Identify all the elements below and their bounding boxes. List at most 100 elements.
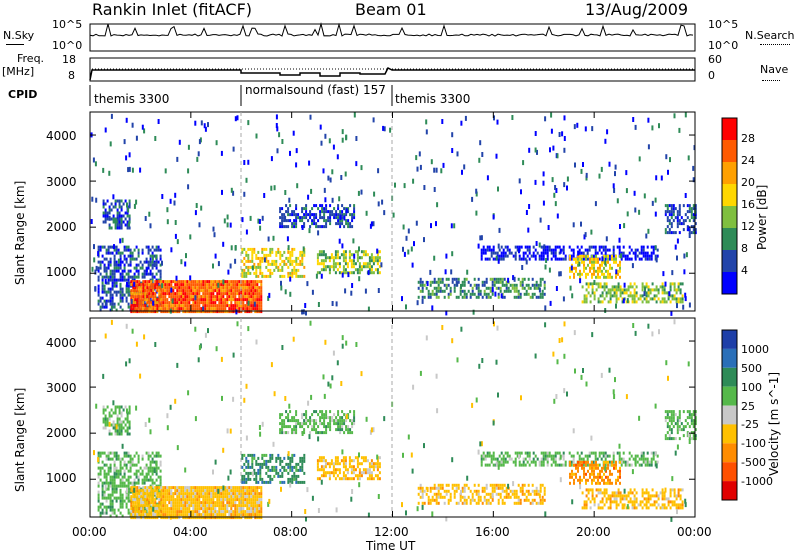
echo-cell [131,463,134,467]
echo-cell [141,272,144,276]
echo-cell [451,280,454,284]
echo-cell [210,286,213,290]
echo-cell [259,262,262,266]
echo-cell [230,280,233,284]
echo-cell [284,190,287,195]
echo-cell [194,295,197,301]
echo-cell [586,248,589,252]
echo-cell [519,292,522,296]
echo-cell [295,148,298,154]
echo-cell [617,269,619,273]
echo-cell [166,298,169,302]
echo-cell [661,300,664,304]
echo-cell [115,290,118,294]
echo-cell [210,510,213,514]
echo-cell [170,295,173,299]
echo-cell [139,266,142,270]
echo-cell [317,230,320,236]
echo-cell [146,516,149,520]
echo-cell [242,510,245,514]
echo-cell [527,292,530,296]
echo-cell [101,296,104,300]
echo-cell [121,290,124,294]
echo-cell [103,290,106,294]
echo-cell [550,248,553,252]
echo-cell [104,202,107,206]
echo-cell [534,147,537,153]
echo-cell [168,513,171,517]
echo-cell [131,254,134,258]
echo-cell [297,262,300,266]
echo-cell [295,222,298,226]
echo-cell [493,277,496,281]
echo-cell [174,304,177,308]
echo-cell [137,275,140,279]
echo-cell [156,495,159,499]
echo-cell [108,429,111,433]
echo-cell [327,416,330,420]
echo-cell [256,504,259,508]
echo-cell [212,263,214,269]
echo-cell [453,289,456,293]
echo-cell [164,507,167,511]
echo-cell [548,245,551,249]
echo-cell [160,295,163,299]
echo-cell [125,272,128,276]
echo-cell [558,257,561,261]
echo-cell [322,168,325,174]
echo-cell [243,468,246,472]
echo-cell [244,489,247,493]
echo-cell [137,254,140,258]
echo-cell [437,501,440,505]
echo-cell [546,245,549,249]
echo-cell [368,259,371,263]
echo-cell [176,495,179,499]
echo-cell [366,459,369,463]
echo-cell [124,217,127,221]
echo-cell [104,420,107,424]
echo-cell [162,304,165,308]
echo-cell [151,472,154,476]
echo-cell [260,498,263,502]
echo-cell [113,254,116,258]
echo-cell [113,472,116,476]
echo-cell [275,123,278,128]
echo-cell [374,462,377,466]
echo-cell [303,216,306,220]
echo-cell [134,501,137,505]
echo-cell [154,301,157,305]
echo-cell [174,486,177,490]
echo-cell [143,466,146,470]
echo-cell [106,214,109,218]
echo-cell [332,144,335,150]
echo-cell [260,301,263,305]
echo-cell [186,283,189,287]
echo-cell [651,288,654,292]
echo-cell [110,423,113,427]
echo-cell [608,161,611,167]
echo-cell [690,231,693,235]
echo-cell [192,495,195,499]
echo-cell [301,207,304,211]
echo-cell [242,307,245,311]
echo-cell [200,492,203,496]
echo-cell [261,477,264,481]
echo-cell [192,310,195,314]
echo-cell [127,287,130,293]
echo-cell [319,410,322,414]
echo-cell [467,486,470,490]
echo-cell [682,222,685,226]
echo-cell [574,162,576,168]
echo-cell [269,453,272,457]
echo-cell [131,167,134,173]
echo-cell [192,292,195,296]
echo-cell [307,213,310,217]
echo-cell [242,507,245,511]
echo-cell [103,266,106,272]
echo-cell [491,483,494,487]
echo-cell [599,275,601,279]
echo-cell [97,248,100,252]
echo-cell [152,283,155,287]
echo-cell [677,288,680,292]
echo-cell [423,283,426,287]
